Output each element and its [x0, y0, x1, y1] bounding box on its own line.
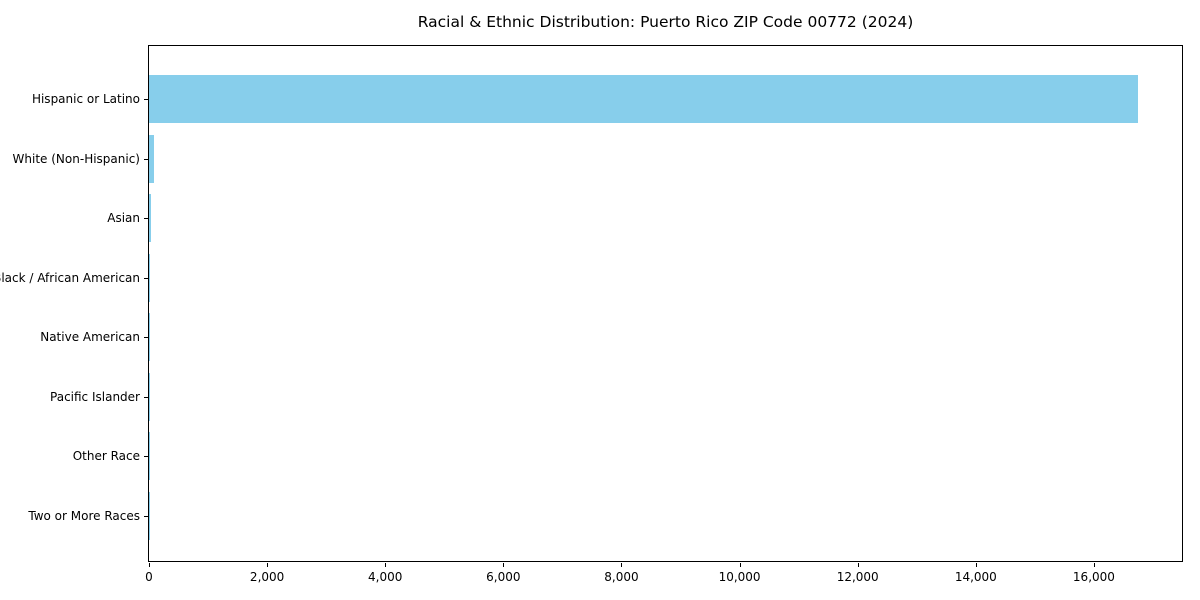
y-tick-label: White (Non-Hispanic)	[12, 151, 140, 166]
bar-other-race	[149, 432, 150, 481]
chart-title: Racial & Ethnic Distribution: Puerto Ric…	[417, 13, 914, 31]
x-tick-label: 2,000	[249, 570, 285, 584]
x-tick-label: 6,000	[486, 570, 521, 584]
bar-black-african-american	[149, 253, 151, 302]
x-tick-mark	[267, 563, 269, 567]
y-tick-mark	[144, 516, 148, 517]
x-tick-label: 10,000	[718, 570, 761, 584]
x-tick-label: 12,000	[836, 570, 879, 584]
plot-area: Hispanic or Latino White (Non-Hispanic) As…	[0, 45, 1183, 584]
x-tick-label: 8,000	[604, 570, 639, 584]
x-tick-label: 0	[145, 570, 153, 584]
y-tick-mark	[144, 218, 148, 220]
y-tick-label: Native American	[40, 330, 140, 345]
x-tick-mark	[857, 563, 859, 567]
y-tick-label: Two or More Races	[28, 509, 140, 523]
x-tick-mark	[975, 563, 977, 567]
x-tick-label: 16,000	[1072, 570, 1115, 584]
x-tick-mark	[1093, 563, 1095, 567]
x-tick-mark	[385, 563, 387, 567]
x-tick-label: 4,000	[368, 570, 403, 584]
y-tick-mark	[144, 99, 148, 100]
x-tick-mark	[621, 563, 623, 567]
x-tick-mark	[739, 563, 741, 567]
bar-native-american	[149, 313, 150, 362]
y-tick-label: Pacific Islander	[50, 389, 140, 404]
y-tick-label: Hispanic or Latino	[31, 92, 140, 106]
bar-hispanic-or-latino	[149, 75, 1138, 123]
y-tick-mark	[144, 337, 148, 339]
bar-asian	[149, 194, 152, 243]
y-tick-label: Asian	[107, 211, 140, 226]
bar-two-or-more-races	[149, 492, 150, 540]
y-tick-label: Black / African American	[0, 270, 140, 285]
y-tick-mark	[144, 277, 148, 279]
bar-pacific-islander	[149, 372, 150, 421]
y-tick-mark	[144, 158, 148, 160]
y-tick-label: Other Race	[72, 449, 140, 464]
x-tick-mark	[149, 563, 150, 567]
x-tick-label: 14,000	[954, 570, 997, 584]
x-tick-mark	[503, 563, 505, 567]
y-tick-mark	[144, 456, 148, 458]
bar-white-non-hispanic	[149, 134, 155, 183]
y-tick-mark	[144, 396, 148, 398]
